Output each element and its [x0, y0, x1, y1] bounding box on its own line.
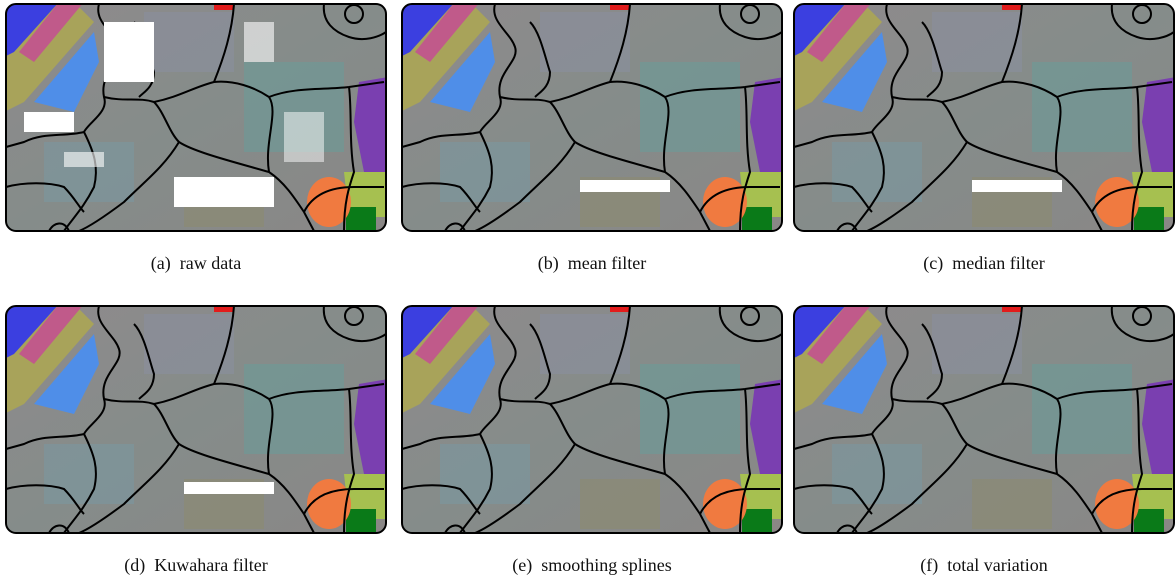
caption: (b) mean filter — [400, 253, 784, 274]
caption: (e) smoothing splines — [400, 555, 784, 576]
caption-label: (b) — [538, 253, 559, 273]
map-image — [400, 304, 784, 535]
figure: (a) raw data (b) mean filter (c) median … — [0, 0, 1176, 577]
caption-label: (e) — [512, 555, 532, 575]
caption-label: (f) — [920, 555, 938, 575]
caption-text: median filter — [952, 253, 1044, 273]
caption-text: mean filter — [568, 253, 646, 273]
map-image — [792, 2, 1176, 233]
map-image — [792, 304, 1176, 535]
caption-text: raw data — [180, 253, 241, 273]
caption-text: total variation — [947, 555, 1047, 575]
map-image — [400, 2, 784, 233]
caption-label: (d) — [124, 555, 145, 575]
caption-text: Kuwahara filter — [154, 555, 267, 575]
caption: (a) raw data — [4, 253, 388, 274]
map-image — [4, 304, 388, 535]
caption: (d) Kuwahara filter — [4, 555, 388, 576]
panel: (e) smoothing splines — [400, 304, 784, 576]
panel: (c) median filter — [792, 2, 1176, 274]
caption-label: (a) — [151, 253, 171, 273]
panel: (b) mean filter — [400, 2, 784, 274]
panel: (a) raw data — [4, 2, 388, 274]
caption-label: (c) — [923, 253, 943, 273]
caption-text: smoothing splines — [541, 555, 672, 575]
map-image — [4, 2, 388, 233]
caption: (f) total variation — [792, 555, 1176, 576]
caption: (c) median filter — [792, 253, 1176, 274]
panel: (d) Kuwahara filter — [4, 304, 388, 576]
panel: (f) total variation — [792, 304, 1176, 576]
